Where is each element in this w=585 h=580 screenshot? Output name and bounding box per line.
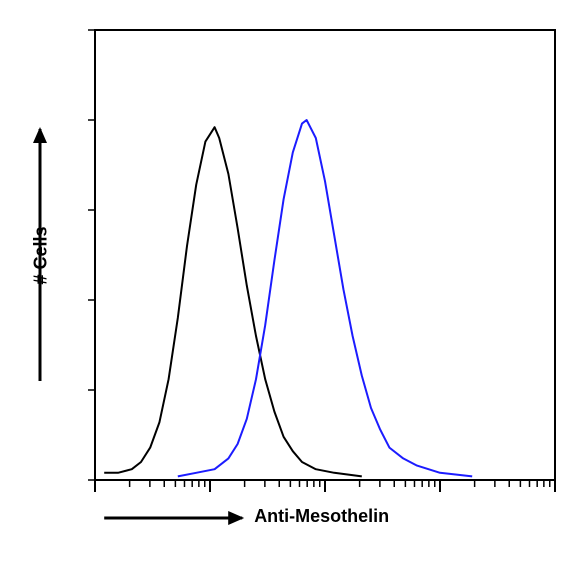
- x-axis-label: Anti-Mesothelin: [254, 506, 389, 527]
- y-axis-label: # Cells: [31, 226, 52, 284]
- chart-svg: [0, 0, 585, 580]
- chart-container: # Cells Anti-Mesothelin: [0, 0, 585, 580]
